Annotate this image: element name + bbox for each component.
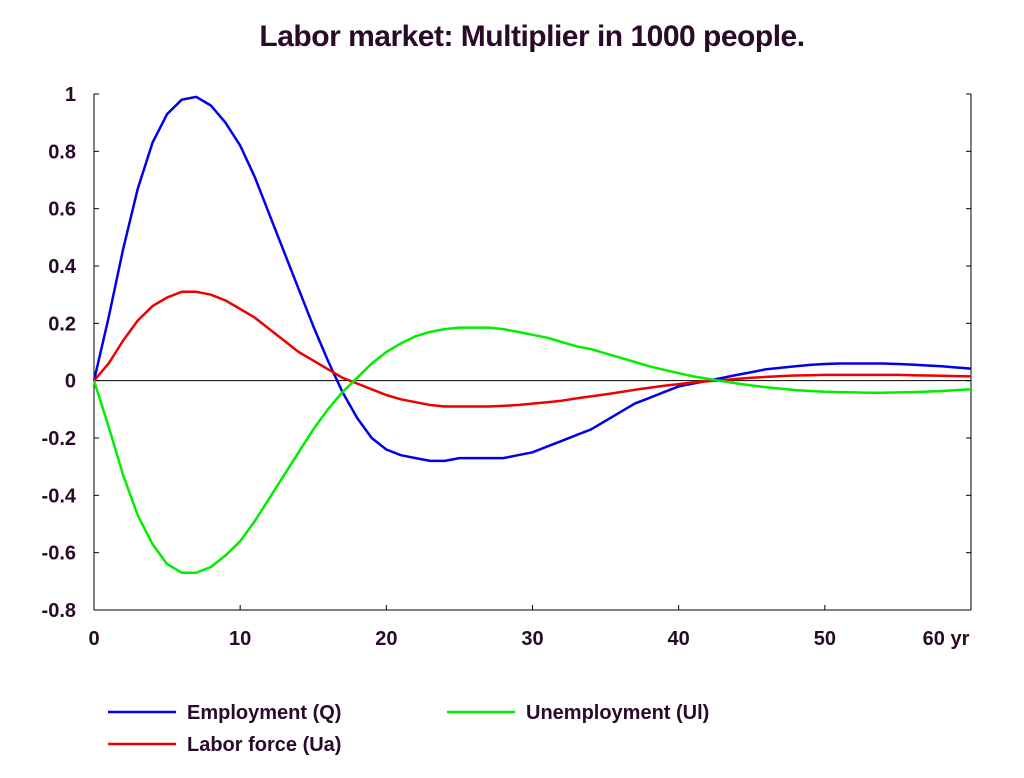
y-tick-label: 0.6 bbox=[48, 199, 76, 221]
y-tick-label: 0.8 bbox=[48, 141, 76, 163]
y-tick-label: 0.2 bbox=[48, 313, 76, 335]
x-tick-label: 20 bbox=[375, 628, 397, 650]
y-tick-label: 0 bbox=[65, 371, 76, 393]
y-tick-label: -0.4 bbox=[42, 485, 77, 507]
x-tick-label: 0 bbox=[88, 628, 99, 650]
series-line-unemployment-ul bbox=[92, 326, 972, 574]
x-tick-label: 50 bbox=[814, 628, 836, 650]
y-tick-label: 0.4 bbox=[48, 256, 77, 278]
x-tick-label: 60 yr bbox=[923, 628, 970, 650]
chart-legend: Employment (Q) Labor force (Ua) Unemployme… bbox=[108, 702, 709, 756]
series-layer bbox=[92, 95, 972, 574]
chart-title: Labor market: Multiplier in 1000 people. bbox=[259, 20, 805, 53]
series-line-labor-force-ua bbox=[93, 290, 972, 408]
legend-label: Unemployment (Ul) bbox=[526, 702, 709, 724]
x-tick-label: 40 bbox=[668, 628, 690, 650]
y-tick-label: -0.6 bbox=[42, 543, 76, 565]
y-tick-label: -0.2 bbox=[42, 428, 76, 450]
y-tick-label: 1 bbox=[65, 84, 76, 106]
x-tick-label: 30 bbox=[521, 628, 543, 650]
y-tick-label: -0.8 bbox=[42, 600, 76, 622]
legend-label: Employment (Q) bbox=[187, 702, 341, 724]
chart-axes: 1 0.8 0.6 0.4 0.2 0 -0.2 -0.4 -0.6 -0.8 0 10 20 30 40 5… bbox=[42, 84, 972, 650]
legend-label: Labor force (Ua) bbox=[187, 734, 341, 756]
x-tick-label: 10 bbox=[229, 628, 251, 650]
series-line-employment-q bbox=[92, 95, 972, 463]
